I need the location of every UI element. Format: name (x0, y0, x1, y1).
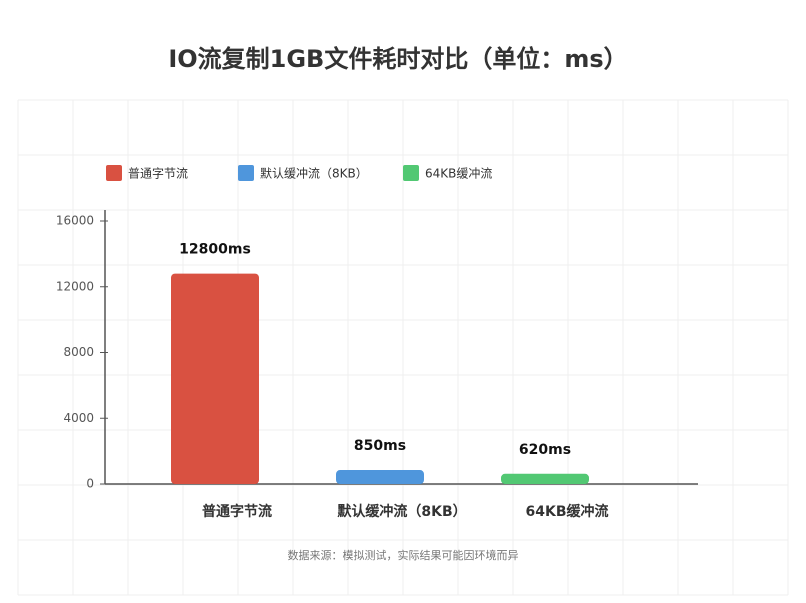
bar (171, 273, 259, 484)
source-note: 数据来源：模拟测试，实际结果可能因环境而异 (288, 548, 519, 562)
x-tick-label: 默认缓冲流（8KB） (337, 503, 466, 520)
value-label: 12800ms (179, 242, 251, 258)
legend-swatch (106, 165, 122, 181)
legend-swatch (238, 165, 254, 181)
legend-label: 默认缓冲流（8KB） (260, 166, 368, 181)
legend-swatch (403, 165, 419, 181)
x-tick-label: 64KB缓冲流 (525, 503, 608, 520)
bar (336, 470, 424, 484)
value-label: 620ms (519, 442, 571, 458)
value-label: 850ms (354, 438, 406, 454)
x-tick-label: 普通字节流 (202, 503, 272, 520)
y-tick-label: 4000 (63, 411, 94, 425)
y-tick-label: 8000 (63, 345, 94, 359)
y-tick-label: 12000 (56, 279, 94, 293)
chart-title: IO流复制1GB文件耗时对比（单位：ms） (168, 45, 627, 73)
legend-label: 64KB缓冲流 (425, 166, 492, 181)
bar (501, 473, 589, 484)
y-tick-label: 16000 (56, 214, 94, 228)
y-tick-label: 0 (86, 477, 94, 491)
legend-label: 普通字节流 (128, 166, 188, 181)
